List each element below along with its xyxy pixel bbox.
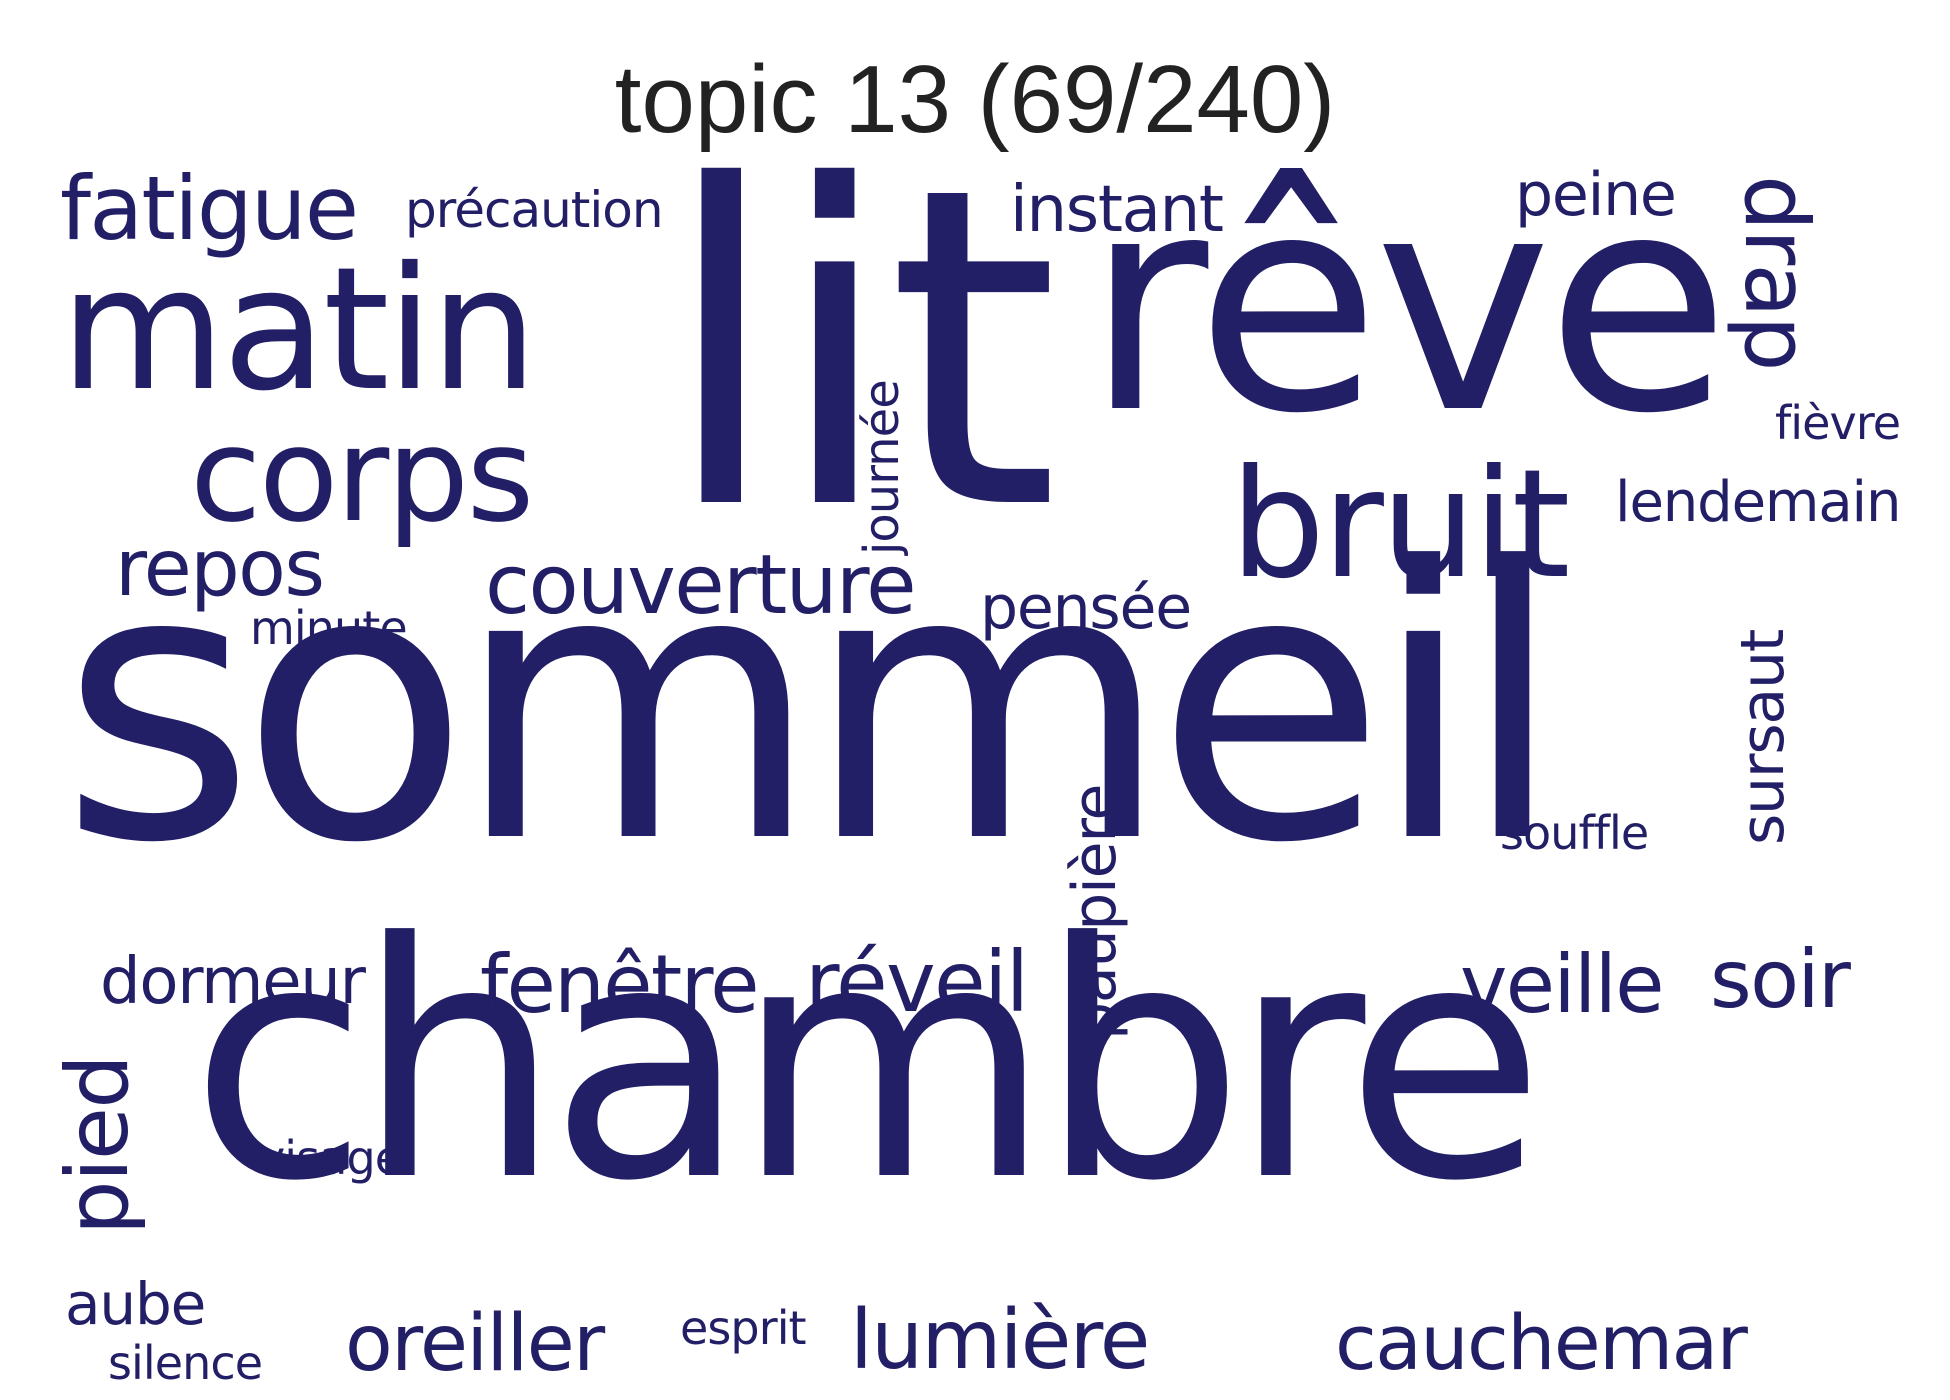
word-aube: aube (65, 1270, 206, 1338)
word-cauchemar: cauchemar (1335, 1298, 1748, 1387)
word-silence: silence (108, 1336, 263, 1390)
word-oreiller: oreiller (345, 1299, 605, 1389)
word-pensee: pensée (980, 573, 1192, 643)
word-soir: soir (1710, 933, 1851, 1026)
word-veille: veille (1460, 938, 1664, 1031)
word-bruit: bruit (1230, 438, 1570, 612)
word-paupiere: paupière (1060, 784, 1130, 1040)
word-lumiere: lumière (850, 1293, 1150, 1388)
word-corps: corps (190, 399, 534, 551)
word-reve: rêve (1085, 130, 1730, 479)
word-chambre: chambre (190, 873, 1545, 1252)
word-instant: instant (1010, 173, 1224, 247)
chart-title: topic 13 (69/240) (614, 46, 1336, 153)
word-visage: visage (258, 1131, 403, 1185)
word-fatigue: fatigue (60, 157, 359, 260)
word-journee: journée (854, 380, 910, 555)
word-precaution: précaution (405, 181, 664, 239)
word-drap: drap (1725, 175, 1828, 370)
word-pied: pied (48, 1055, 148, 1235)
word-fenetre: fenêtre (480, 938, 759, 1031)
word-matin: matin (60, 231, 538, 429)
word-couverture: couverture (485, 538, 917, 633)
word-minute: minute (250, 601, 408, 655)
word-esprit: esprit (680, 1301, 807, 1355)
word-sursaut: sursaut (1728, 629, 1798, 845)
word-lendemain: lendemain (1615, 470, 1901, 535)
word-reveil: réveil (805, 933, 1029, 1031)
word-lit: lit (660, 94, 1059, 606)
word-peine: peine (1515, 160, 1677, 230)
word-sommeil: sommeil (60, 489, 1564, 925)
word-dormeur: dormeur (100, 945, 366, 1019)
word-souffle: souffle (1500, 806, 1649, 860)
word-fievre: fièvre (1775, 396, 1901, 450)
word-repos: repos (115, 524, 325, 614)
